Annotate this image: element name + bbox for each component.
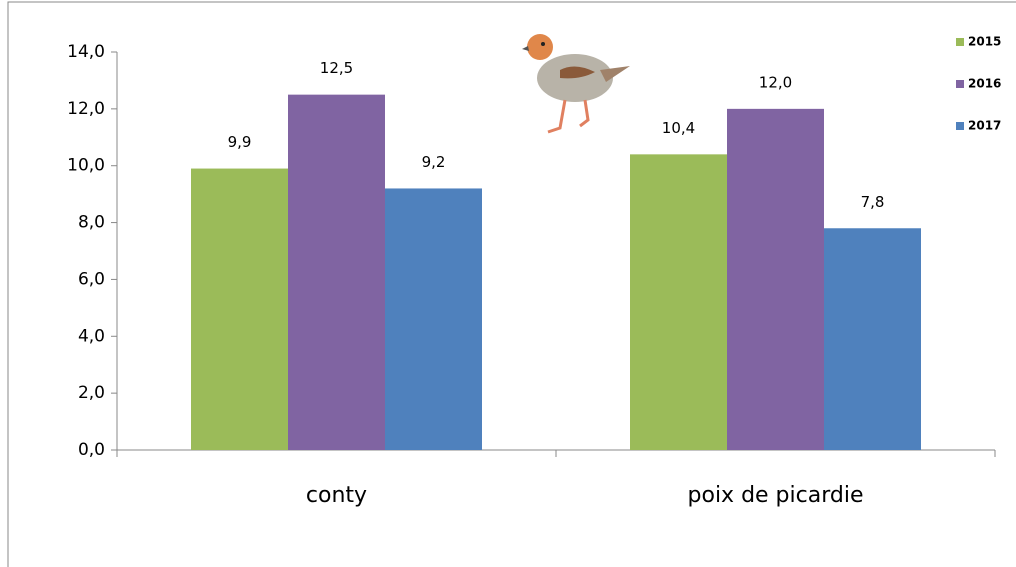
bar [727, 108, 824, 450]
x-tick-label: poix de picardie [688, 483, 864, 508]
legend-swatch [956, 80, 964, 88]
x-tick-label: conty [306, 483, 367, 508]
value-label: 10,4 [662, 119, 695, 137]
legend-label: 2017 [968, 119, 1001, 133]
value-label: 12,5 [320, 59, 353, 77]
legend-swatch [956, 122, 964, 130]
bar [824, 228, 921, 450]
y-tick-label: 0,0 [78, 440, 105, 460]
bar [288, 94, 385, 451]
legend-swatch [956, 38, 964, 46]
y-tick-label: 4,0 [78, 326, 105, 346]
y-tick-label: 14,0 [67, 42, 105, 62]
y-tick-label: 2,0 [78, 383, 105, 403]
y-tick-label: 6,0 [78, 269, 105, 289]
y-tick-label: 8,0 [78, 213, 105, 233]
legend-label: 2016 [968, 77, 1001, 91]
bar [630, 154, 727, 451]
y-tick-label: 12,0 [67, 99, 105, 119]
value-label: 9,2 [422, 153, 446, 171]
bar [191, 168, 288, 451]
partridge-icon [522, 34, 630, 134]
value-label: 7,8 [861, 193, 885, 211]
value-label: 9,9 [228, 133, 252, 151]
bar [385, 188, 482, 450]
value-label: 12,0 [759, 73, 792, 91]
y-tick-label: 10,0 [67, 156, 105, 176]
legend-label: 2015 [968, 35, 1001, 49]
